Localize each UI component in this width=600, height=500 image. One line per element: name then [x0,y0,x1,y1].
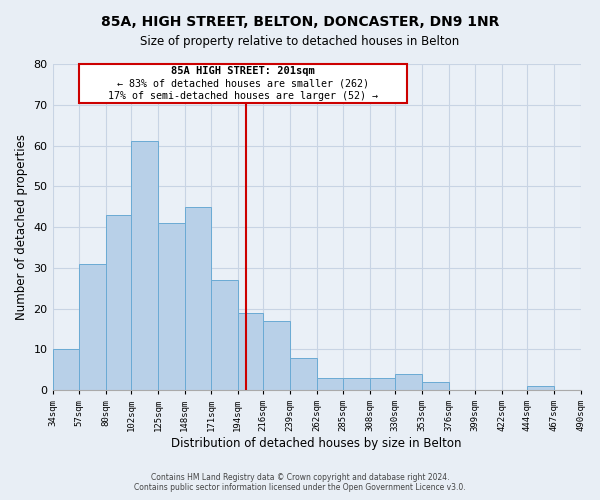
Text: Contains HM Land Registry data © Crown copyright and database right 2024.
Contai: Contains HM Land Registry data © Crown c… [134,473,466,492]
Bar [106,215,131,390]
Bar [395,374,422,390]
Text: 85A, HIGH STREET, BELTON, DONCASTER, DN9 1NR: 85A, HIGH STREET, BELTON, DONCASTER, DN9… [101,15,499,29]
X-axis label: Distribution of detached houses by size in Belton: Distribution of detached houses by size … [171,437,462,450]
FancyBboxPatch shape [79,64,407,102]
Text: 17% of semi-detached houses are larger (52) →: 17% of semi-detached houses are larger (… [108,91,378,101]
Bar [158,223,185,390]
Bar [422,382,449,390]
Bar [317,378,343,390]
Bar [527,386,554,390]
Bar [185,206,211,390]
Y-axis label: Number of detached properties: Number of detached properties [15,134,28,320]
Bar [343,378,370,390]
Bar [53,350,79,390]
Text: Size of property relative to detached houses in Belton: Size of property relative to detached ho… [140,35,460,48]
Bar [211,280,238,390]
Bar [290,358,317,390]
Bar [79,264,106,390]
Text: ← 83% of detached houses are smaller (262): ← 83% of detached houses are smaller (26… [117,78,369,88]
Text: 85A HIGH STREET: 201sqm: 85A HIGH STREET: 201sqm [171,66,315,76]
Bar [263,321,290,390]
Bar [131,142,158,390]
Bar [370,378,395,390]
Bar [238,312,263,390]
